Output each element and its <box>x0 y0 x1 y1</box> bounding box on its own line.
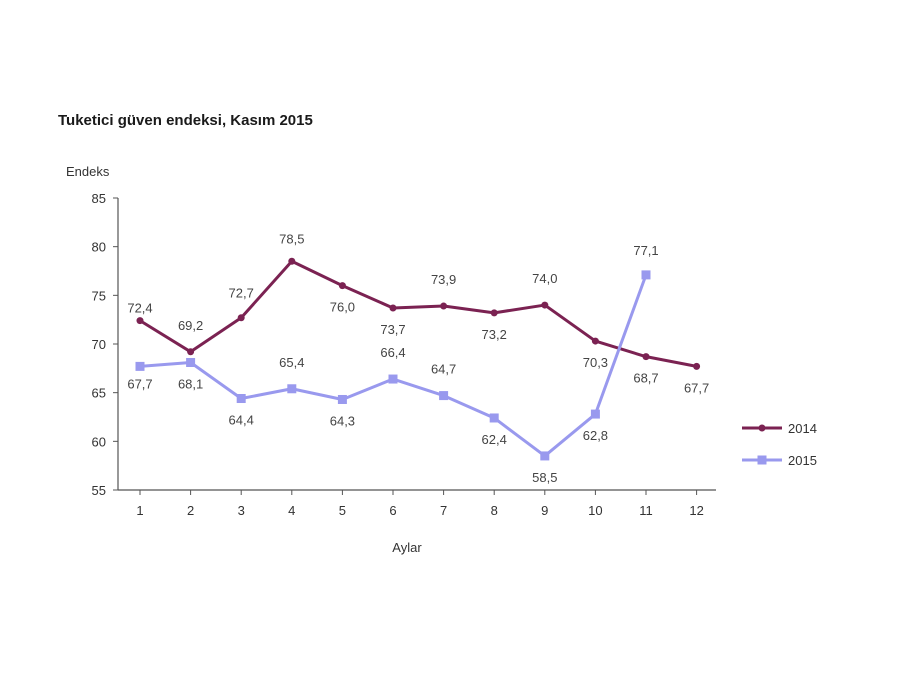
x-tick-label: 4 <box>288 503 295 518</box>
data-point-2015 <box>641 270 651 280</box>
data-point-2015 <box>439 391 449 401</box>
data-point-2014 <box>642 353 650 361</box>
series-line-2014 <box>139 259 697 368</box>
data-point-2015 <box>337 394 347 404</box>
series-line-2015 <box>139 274 648 458</box>
x-tick-label: 9 <box>541 503 548 518</box>
x-tick-label: 2 <box>187 503 194 518</box>
data-point-2014 <box>237 314 245 322</box>
data-point-2015 <box>590 409 600 419</box>
data-label-2014: 73,7 <box>380 322 405 337</box>
data-label-2015: 66,4 <box>380 345 405 360</box>
data-label-2014: 70,3 <box>583 355 608 370</box>
x-tick-label: 3 <box>238 503 245 518</box>
legend-marker-2014 <box>758 424 766 432</box>
y-tick-label: 75 <box>92 288 106 303</box>
data-label-2015: 64,4 <box>229 413 254 428</box>
x-tick-label: 1 <box>136 503 143 518</box>
data-label-2015: 77,1 <box>633 243 658 258</box>
data-point-2014 <box>338 282 346 290</box>
data-point-2014 <box>591 337 599 345</box>
data-label-2014: 67,7 <box>684 380 709 395</box>
chart-title: Tuketici güven endeksi, Kasım 2015 <box>58 112 313 129</box>
data-point-2015 <box>236 394 246 404</box>
x-tick-label: 12 <box>689 503 703 518</box>
data-label-2014: 76,0 <box>330 300 355 315</box>
data-label-2014: 68,7 <box>633 371 658 386</box>
legend-label-2015: 2015 <box>788 453 817 468</box>
data-point-2014 <box>541 301 549 309</box>
x-tick-label: 6 <box>389 503 396 518</box>
data-point-2014 <box>490 309 498 317</box>
data-point-2014 <box>389 304 397 312</box>
x-tick-label: 7 <box>440 503 447 518</box>
x-tick-label: 8 <box>491 503 498 518</box>
y-tick-label: 65 <box>92 386 106 401</box>
data-point-2014 <box>693 362 701 370</box>
data-point-2015 <box>388 374 398 384</box>
data-label-2015: 64,7 <box>431 362 456 377</box>
data-point-2015 <box>489 413 499 423</box>
x-tick-label: 10 <box>588 503 602 518</box>
legend-marker-2015 <box>757 455 767 465</box>
data-point-2015 <box>135 361 145 371</box>
data-label-2015: 62,8 <box>583 428 608 443</box>
data-point-2014 <box>136 317 144 325</box>
data-label-2015: 68,1 <box>178 376 203 391</box>
y-tick-label: 55 <box>92 483 106 498</box>
data-label-2015: 62,4 <box>482 432 507 447</box>
y-tick-label: 85 <box>92 191 106 206</box>
y-tick-label: 60 <box>92 434 106 449</box>
data-label-2015: 64,3 <box>330 413 355 428</box>
legend-label-2014: 2014 <box>788 421 817 436</box>
data-label-2014: 74,0 <box>532 271 557 286</box>
data-point-2014 <box>187 348 195 356</box>
y-tick-label: 80 <box>92 240 106 255</box>
x-axis-title: Aylar <box>392 540 422 555</box>
data-point-2014 <box>288 257 296 265</box>
data-point-2015 <box>186 357 196 367</box>
data-label-2014: 72,4 <box>127 301 152 316</box>
x-tick-label: 11 <box>639 503 653 518</box>
data-label-2014: 78,5 <box>279 231 304 246</box>
data-label-2014: 72,7 <box>229 286 254 301</box>
data-label-2014: 73,9 <box>431 272 456 287</box>
y-tick-label: 70 <box>92 337 106 352</box>
data-label-2015: 58,5 <box>532 470 557 485</box>
y-axis-title: Endeks <box>66 164 110 179</box>
data-point-2014 <box>440 302 448 310</box>
data-point-2015 <box>540 451 550 461</box>
data-label-2014: 69,2 <box>178 318 203 333</box>
data-point-2015 <box>287 384 297 394</box>
x-tick-label: 5 <box>339 503 346 518</box>
data-label-2015: 65,4 <box>279 355 304 370</box>
data-label-2015: 67,7 <box>127 376 152 391</box>
data-label-2014: 73,2 <box>482 327 507 342</box>
